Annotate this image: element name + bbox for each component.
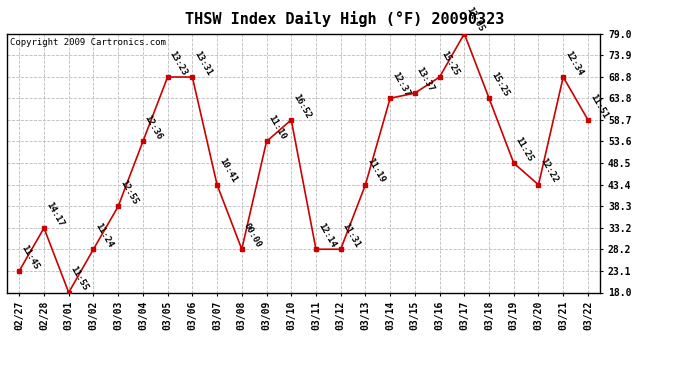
Text: 16:52: 16:52: [291, 92, 313, 120]
Text: 11:24: 11:24: [93, 222, 115, 249]
Text: 11:19: 11:19: [366, 157, 386, 185]
Text: 13:05: 13:05: [464, 6, 486, 34]
Text: 14:17: 14:17: [44, 200, 66, 228]
Text: 13:23: 13:23: [168, 49, 189, 77]
Text: 12:14: 12:14: [316, 222, 337, 249]
Text: 15:25: 15:25: [489, 70, 511, 98]
Text: 13:37: 13:37: [415, 65, 436, 93]
Text: 11:31: 11:31: [341, 222, 362, 249]
Text: 13:31: 13:31: [193, 49, 214, 77]
Text: 12:36: 12:36: [143, 114, 164, 141]
Text: THSW Index Daily High (°F) 20090323: THSW Index Daily High (°F) 20090323: [186, 11, 504, 27]
Text: 10:41: 10:41: [217, 157, 238, 185]
Text: 11:25: 11:25: [514, 135, 535, 163]
Text: 11:45: 11:45: [19, 243, 41, 271]
Text: 12:37: 12:37: [390, 70, 411, 98]
Text: 12:34: 12:34: [563, 49, 584, 77]
Text: 11:51: 11:51: [588, 92, 609, 120]
Text: 15:25: 15:25: [440, 49, 461, 77]
Text: 11:10: 11:10: [266, 114, 288, 141]
Text: 12:22: 12:22: [538, 157, 560, 185]
Text: Copyright 2009 Cartronics.com: Copyright 2009 Cartronics.com: [10, 38, 166, 46]
Text: 12:55: 12:55: [118, 178, 139, 206]
Text: 11:55: 11:55: [69, 265, 90, 292]
Text: 00:00: 00:00: [241, 222, 263, 249]
